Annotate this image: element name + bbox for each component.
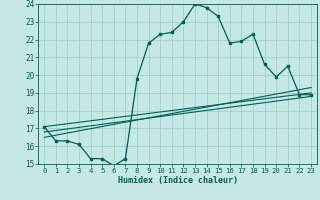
- X-axis label: Humidex (Indice chaleur): Humidex (Indice chaleur): [118, 176, 238, 185]
